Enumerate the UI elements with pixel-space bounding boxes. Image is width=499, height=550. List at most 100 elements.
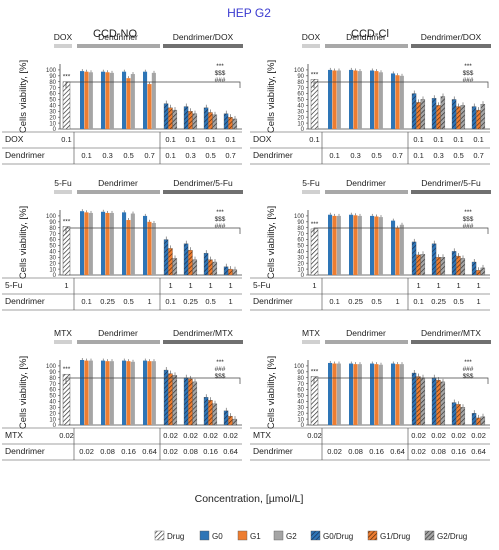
bar-g2-drug	[232, 418, 238, 426]
bar-g2	[378, 364, 383, 425]
significance-annotation: $$$	[463, 70, 474, 77]
significance-bracket	[313, 227, 489, 234]
significance-annotation: ***	[464, 209, 472, 216]
y-tick-label: 40	[297, 400, 304, 406]
bar-g1-drug	[476, 270, 481, 276]
bar-g0-drug	[203, 397, 209, 426]
drug-conc-value: 0.1	[309, 135, 319, 144]
dendrimer-conc-value: 0.02	[327, 447, 342, 456]
combo-dendrimer-conc-value: 0.08	[183, 447, 198, 456]
row-label-drug: 5-Fu	[253, 280, 271, 290]
bar-g2-drug	[212, 114, 218, 130]
bar-g0-drug	[203, 252, 209, 276]
dendrimer-conc-value: 0.3	[102, 151, 112, 160]
bar-g1	[353, 70, 358, 129]
bar-g0	[143, 71, 148, 129]
drug-significance: ***	[311, 221, 319, 228]
bar-g2-drug	[420, 99, 426, 130]
bar-g2	[151, 72, 156, 129]
bar-g0	[391, 220, 396, 275]
combo-dendrimer-conc-value: 0.5	[453, 297, 463, 306]
y-tick-label: 50	[49, 98, 56, 104]
bar-g0	[122, 360, 127, 425]
y-tick-label: 70	[297, 86, 304, 92]
bar-g0	[101, 211, 106, 275]
significance-bracket	[65, 81, 241, 88]
dendrimer-conc-value: 0.16	[121, 447, 136, 456]
bar-g2-drug	[440, 96, 446, 130]
y-tick-label: 50	[49, 244, 56, 250]
bar-drug	[310, 228, 319, 276]
row-label-dendrimer: Dendrimer	[253, 296, 293, 306]
y-tick-label: 40	[297, 104, 304, 110]
y-tick-label: 50	[297, 98, 304, 104]
combo-dendrimer-conc-value: 0.5	[453, 151, 463, 160]
row-label-drug: 5-Fu	[5, 280, 23, 290]
bar-g0	[328, 69, 333, 129]
combo-drug-conc-value: 0.1	[453, 135, 463, 144]
bar-g0	[122, 212, 127, 275]
combo-drug-conc-value: 0.02	[471, 431, 486, 440]
bar-g1-drug	[416, 254, 421, 276]
bar-g1	[147, 361, 152, 425]
drug-significance: ***	[311, 369, 319, 376]
row-label-drug: MTX	[253, 430, 271, 440]
bar-g2	[357, 215, 362, 275]
dendrimer-conc-value: 0.7	[392, 151, 402, 160]
bar-g0-drug	[163, 103, 169, 130]
bar-g0	[143, 360, 148, 425]
bar-g0-drug	[183, 377, 189, 426]
significance-annotation: ###	[463, 366, 474, 373]
dendrimer-group-bar	[325, 44, 408, 48]
legend-swatch-g0-drug	[310, 530, 321, 541]
dendrimer-conc-value: 0.1	[81, 297, 91, 306]
bar-g1-drug	[228, 415, 233, 426]
bar-g1-drug	[228, 268, 233, 276]
combo-drug-conc-value: 0.1	[185, 135, 195, 144]
bar-g1-drug	[188, 250, 193, 276]
bar-g2-drug	[420, 377, 426, 426]
y-tick-label: 30	[49, 109, 56, 115]
bar-g1	[84, 212, 89, 275]
y-tick-label: 100	[46, 214, 57, 220]
drug-conc-value: 1	[312, 281, 316, 290]
dendrimer-conc-value: 0.5	[371, 151, 381, 160]
dendrimer-group-label: Dendrimer	[98, 32, 138, 42]
combo-drug-conc-value: 0.02	[223, 431, 238, 440]
bar-g1	[105, 361, 110, 425]
bar-g0	[101, 71, 106, 129]
bar-g1	[84, 71, 89, 129]
y-tick-label: 0	[53, 273, 57, 279]
y-tick-label: 100	[46, 68, 57, 74]
combo-dendrimer-conc-value: 0.02	[163, 447, 178, 456]
significance-annotation: ***	[464, 63, 472, 70]
combo-group-label: Dendrimer/MTX	[421, 328, 481, 338]
bar-g1	[395, 75, 400, 129]
bar-drug	[310, 376, 319, 426]
x-axis-label: Concentration, [µmol/L]	[195, 493, 304, 505]
bar-g2-drug	[420, 254, 426, 276]
legend-label: G1/Drug	[380, 532, 410, 541]
bar-g1	[332, 70, 337, 129]
drug-group-label: DOX	[302, 32, 321, 42]
row-label-dendrimer: Dendrimer	[5, 296, 45, 306]
chart-panels: DOX Dendrimer Dendrimer/DOX010203040506070…	[2, 32, 491, 461]
dendrimer-conc-value: 0.08	[348, 447, 363, 456]
bar-g1	[332, 215, 337, 275]
combo-dendrimer-conc-value: 0.25	[431, 297, 446, 306]
combo-dendrimer-conc-value: 0.7	[473, 151, 483, 160]
combo-group-label: Dendrimer/5-Fu	[173, 178, 233, 188]
y-tick-label: 60	[297, 92, 304, 98]
y-tick-label: 100	[294, 214, 305, 220]
y-tick-label: 70	[49, 382, 56, 388]
drug-group-label: 5-Fu	[54, 178, 72, 188]
significance-annotation: ***	[216, 359, 224, 366]
bar-g0	[349, 214, 354, 275]
bar-g2-drug	[460, 258, 466, 276]
bar-g0	[370, 70, 375, 129]
bar-g1	[353, 364, 358, 425]
drug-conc-value: 0.1	[61, 135, 71, 144]
y-tick-label: 30	[297, 255, 304, 261]
y-tick-label: 90	[297, 370, 304, 376]
